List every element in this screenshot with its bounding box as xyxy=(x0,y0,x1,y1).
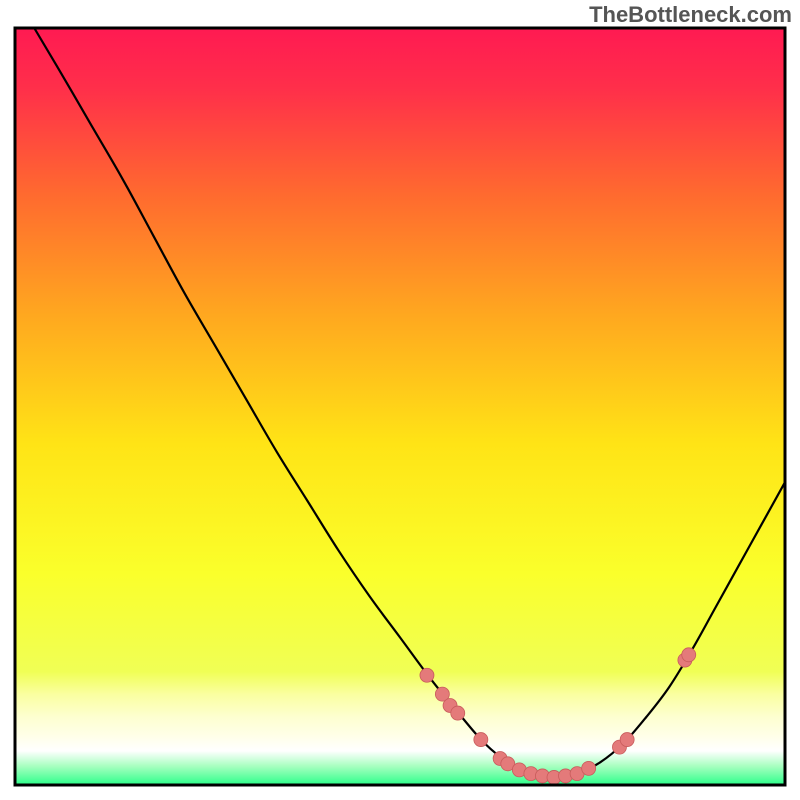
data-marker xyxy=(620,733,634,747)
data-marker xyxy=(582,761,596,775)
data-marker xyxy=(420,668,434,682)
chart-container: TheBottleneck.com xyxy=(0,0,800,800)
watermark-text: TheBottleneck.com xyxy=(589,2,792,28)
data-marker xyxy=(451,706,465,720)
plot-background xyxy=(15,28,785,785)
data-marker xyxy=(474,733,488,747)
bottleneck-curve-chart xyxy=(0,0,800,800)
data-marker xyxy=(682,648,696,662)
